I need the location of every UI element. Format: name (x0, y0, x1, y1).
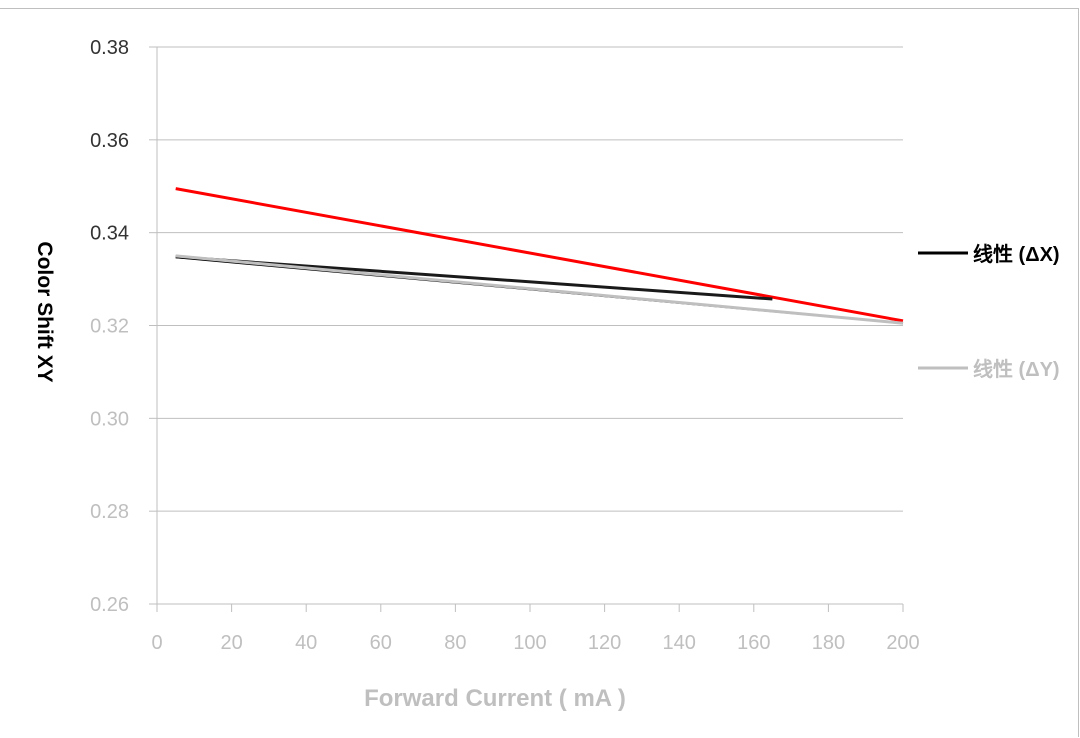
x-tick-label: 40 (295, 632, 317, 654)
x-tick-label: 160 (737, 632, 770, 654)
x-tick-label: 60 (370, 632, 392, 654)
x-tick-label: 180 (812, 632, 845, 654)
legend-label: 线性 (ΔX) (973, 242, 1060, 266)
series-layer (175, 187, 904, 325)
y-tick-label: 0.26 (90, 594, 129, 616)
x-tick-label: 0 (151, 632, 162, 654)
axis-layer: 0.26 0.28 0.30 0.32 0.34 0.36 0.38 0 20 40 60 80 100… (90, 37, 920, 654)
y-tick-label: 0.36 (90, 130, 129, 152)
chart-frame (0, 8, 1079, 737)
y-axis-label: Color Shift XY (33, 241, 56, 382)
legend-label: 线性 (ΔY) (973, 357, 1060, 381)
y-tick-label: 0.28 (90, 501, 129, 523)
grid-layer (157, 46, 903, 605)
x-tick-label: 200 (886, 632, 919, 654)
x-tick-label: 100 (513, 632, 546, 654)
y-tick-label: 0.30 (90, 408, 129, 430)
x-tick-label: 140 (663, 632, 696, 654)
y-tick-label: 0.32 (90, 316, 129, 338)
y-tick-label: 0.38 (90, 37, 129, 59)
series-line-4 (175, 254, 904, 325)
x-tick-label: 20 (220, 632, 242, 654)
y-tick-label: 0.34 (90, 223, 129, 245)
x-tick-label: 120 (588, 632, 621, 654)
x-axis-label: Forward Current ( mA ) (364, 685, 626, 712)
x-tick-label: 80 (444, 632, 466, 654)
legend: 线性 (ΔX) 线性 (ΔY) (918, 242, 1060, 381)
series-line-1 (175, 187, 904, 323)
